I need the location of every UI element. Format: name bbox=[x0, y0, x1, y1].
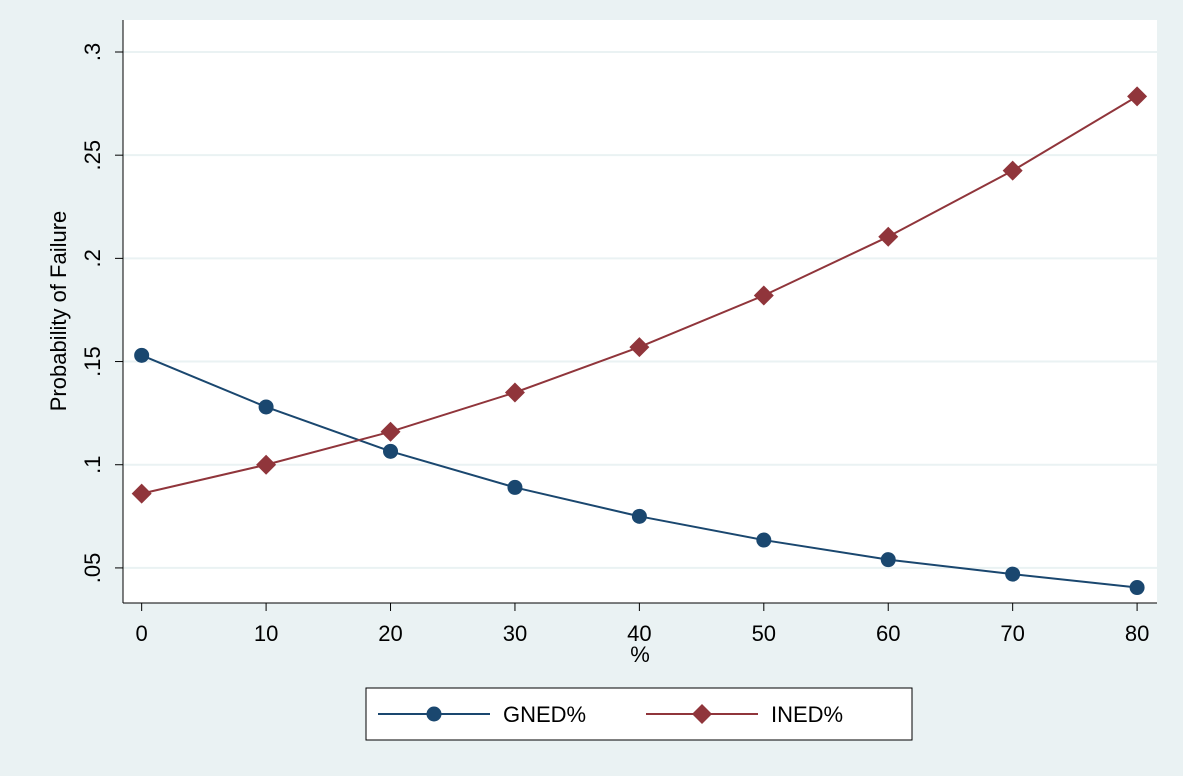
x-tick-label: 60 bbox=[876, 621, 900, 646]
marker bbox=[756, 532, 772, 548]
marker bbox=[426, 706, 442, 722]
x-tick-label: 10 bbox=[254, 621, 278, 646]
marker bbox=[383, 443, 399, 459]
marker bbox=[504, 382, 525, 403]
marker bbox=[134, 347, 150, 363]
marker bbox=[880, 552, 896, 568]
y-tick-label: .2 bbox=[80, 249, 105, 267]
legend-label: GNED% bbox=[503, 702, 586, 727]
legend-label: INED% bbox=[771, 702, 843, 727]
marker bbox=[380, 421, 401, 442]
x-axis-title: % bbox=[630, 642, 650, 667]
marker bbox=[131, 483, 152, 504]
marker bbox=[631, 508, 647, 524]
x-tick-label: 80 bbox=[1125, 621, 1149, 646]
marker bbox=[1005, 566, 1021, 582]
marker bbox=[629, 337, 650, 358]
marker bbox=[1129, 580, 1145, 596]
marker bbox=[878, 226, 899, 247]
y-axis-title: Probability of Failure bbox=[46, 211, 71, 412]
y-tick-label: .3 bbox=[80, 43, 105, 61]
x-tick-label: 50 bbox=[752, 621, 776, 646]
marker bbox=[692, 704, 712, 724]
legend: GNED% INED% bbox=[365, 687, 913, 741]
x-tick-label: 40 bbox=[627, 621, 651, 646]
x-tick-label: 20 bbox=[378, 621, 402, 646]
marker bbox=[507, 479, 523, 495]
marker bbox=[1127, 86, 1148, 107]
marker bbox=[1002, 160, 1023, 181]
marker bbox=[258, 399, 274, 415]
y-tick-label: .05 bbox=[80, 553, 105, 584]
y-tick-label: .25 bbox=[80, 140, 105, 171]
y-tick-label: .15 bbox=[80, 346, 105, 377]
x-tick-label: 70 bbox=[1000, 621, 1024, 646]
marker bbox=[256, 454, 277, 475]
x-tick-label: 30 bbox=[503, 621, 527, 646]
plot-area bbox=[123, 20, 1157, 603]
y-tick-label: .1 bbox=[80, 456, 105, 474]
x-tick-label: 0 bbox=[136, 621, 148, 646]
marker bbox=[753, 285, 774, 306]
